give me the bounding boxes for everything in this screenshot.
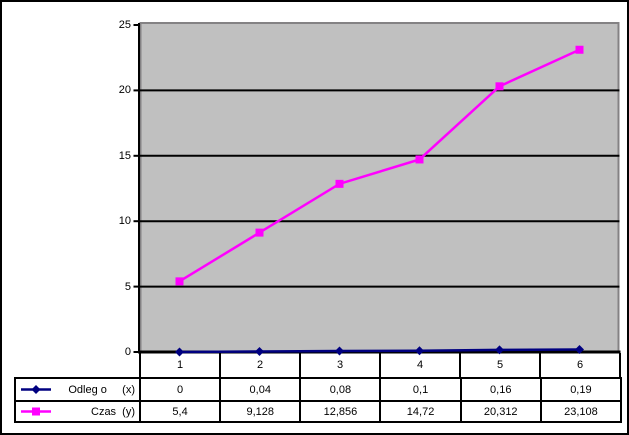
legend-item-czas: Czas (y) <box>16 400 139 421</box>
series-0-marker-diamond <box>495 345 504 355</box>
chart-data-table: Odleg o (x) 0 0,04 0,08 0,1 0,16 0,19 Czas (y) 5… <box>14 377 622 423</box>
series-1-marker-square <box>495 82 504 91</box>
table-value-cell-r1-c3: 0,08 <box>299 379 379 400</box>
series-line-1 <box>178 48 581 283</box>
table-value-cell-r1-c6: 0,19 <box>539 379 620 400</box>
y-tick-label-0: 0 <box>124 346 131 358</box>
series-1-marker-square <box>415 155 424 164</box>
legend-key-square-icon <box>21 407 51 416</box>
series-line-0 <box>179 348 580 354</box>
y-tick-label-15: 15 <box>118 149 131 162</box>
series-0-marker-diamond <box>415 346 424 356</box>
x-category-label-3: 3 <box>301 353 381 377</box>
table-value-cell-r1-c2: 0,04 <box>219 379 299 400</box>
x-category-label-4: 4 <box>381 353 461 377</box>
table-value-cell-r2-c6: 23,108 <box>539 400 620 421</box>
table-value-cell-r2-c2: 9,128 <box>219 400 300 421</box>
legend-label: Czas (y) <box>91 405 135 418</box>
table-value-cell-r1-c1: 0 <box>139 379 219 400</box>
plot-area <box>139 22 620 353</box>
x-category-label-5: 5 <box>461 353 541 377</box>
legend-label: Odleg o (x) <box>68 383 135 396</box>
y-tick-label-20: 20 <box>118 84 131 97</box>
legend-item-odleg: Odleg o (x) <box>16 379 139 400</box>
table-value-cell-r2-c3: 12,856 <box>299 400 380 421</box>
series-0-marker-diamond <box>575 345 584 355</box>
y-tick-label-5: 5 <box>124 280 131 293</box>
table-value-cell-r1-c4: 0,1 <box>379 379 459 400</box>
y-tick-label-25: 25 <box>118 19 131 31</box>
series-1-marker-square <box>175 277 184 286</box>
series-0-marker-diamond <box>335 346 344 356</box>
x-category-label-2: 2 <box>221 353 301 377</box>
series-1-marker-square <box>335 179 344 188</box>
y-tick-label-10: 10 <box>118 215 131 228</box>
legend-key-diamond-icon <box>21 385 51 394</box>
x-category-label-6: 6 <box>541 353 621 377</box>
series-1-marker-square <box>575 45 584 54</box>
series-1-marker-square <box>255 228 264 237</box>
series-0-marker-diamond <box>175 347 184 357</box>
table-value-cell-r2-c5: 20,312 <box>459 400 540 421</box>
table-value-cell-r2-c1: 5,4 <box>139 400 220 421</box>
x-category-label-1: 1 <box>141 353 221 377</box>
table-value-cell-r2-c4: 14,72 <box>379 400 460 421</box>
series-0-marker-diamond <box>255 346 264 356</box>
table-value-cell-r1-c5: 0,16 <box>459 379 540 400</box>
